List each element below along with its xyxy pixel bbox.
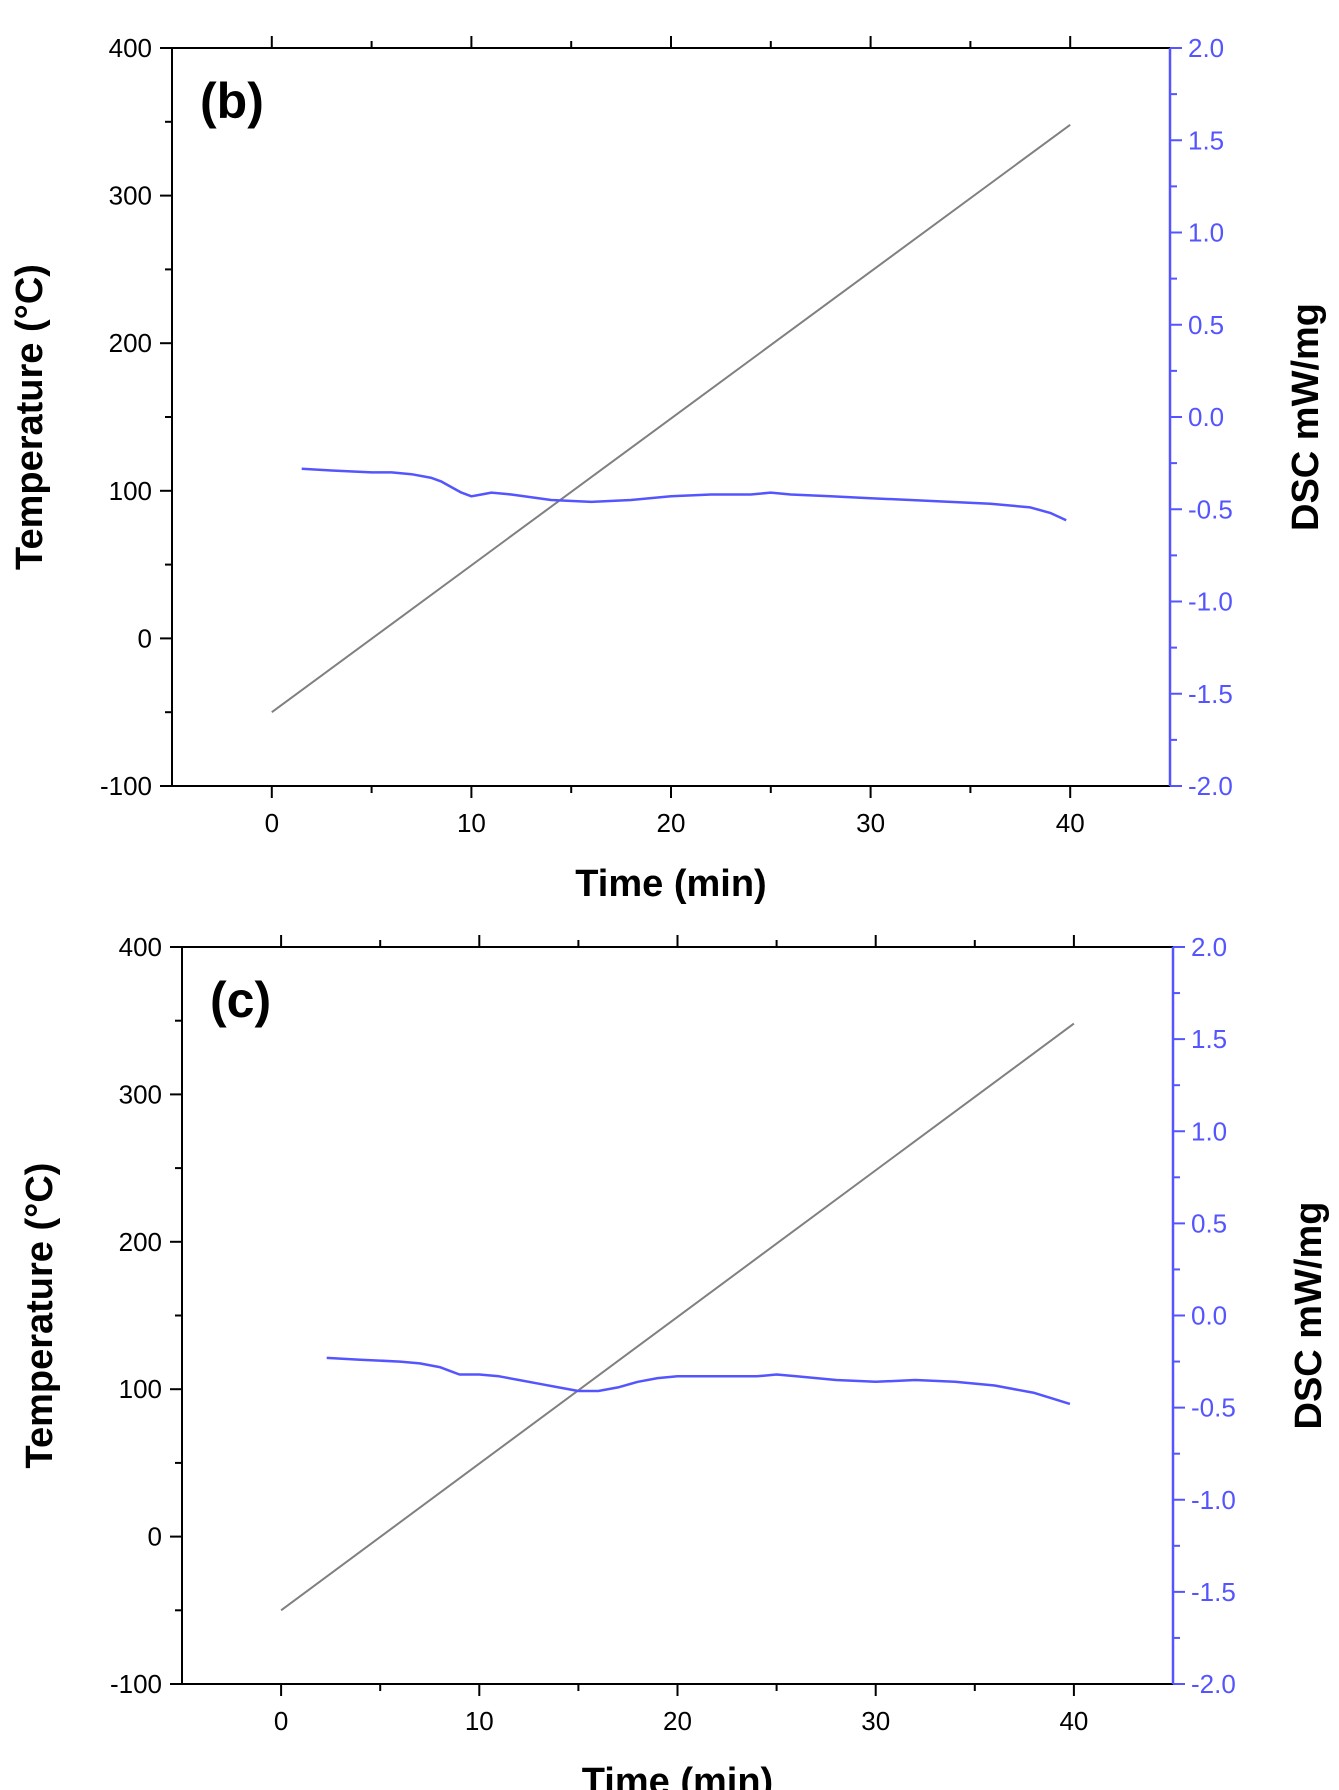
y-right-tick-label: 1.5 <box>1191 1024 1227 1054</box>
y-right-tick-label: 2.0 <box>1188 33 1224 63</box>
y-left-tick-label: 0 <box>138 623 152 653</box>
y-right-tick-label: -2.0 <box>1191 1669 1236 1699</box>
y-left-tick-label: 400 <box>119 932 162 962</box>
y-right-tick-label: -1.5 <box>1188 679 1233 709</box>
y-left-tick-label: 300 <box>119 1079 162 1109</box>
y-left-tick-label: 300 <box>109 181 152 211</box>
y-left-tick-label: -100 <box>110 1669 162 1699</box>
x-tick-label: 20 <box>663 1706 692 1736</box>
x-tick-label: 10 <box>465 1706 494 1736</box>
x-tick-label: 0 <box>265 808 279 838</box>
y-right-tick-label: -0.5 <box>1191 1393 1236 1423</box>
x-tick-label: 0 <box>274 1706 288 1736</box>
y-right-axis-title: DSC mW/mg <box>1285 303 1327 531</box>
y-right-tick-label: 0.0 <box>1191 1301 1227 1331</box>
x-tick-label: 40 <box>1056 808 1085 838</box>
panel-label: (b) <box>200 73 264 129</box>
y-right-tick-label: 1.0 <box>1188 218 1224 248</box>
x-tick-label: 10 <box>457 808 486 838</box>
temperature-series-line <box>280 1022 1075 1612</box>
y-left-axis-title: Temperature (°C) <box>9 264 51 570</box>
y-right-tick-label: 0.0 <box>1188 402 1224 432</box>
x-tick-label: 40 <box>1059 1706 1088 1736</box>
y-right-tick-label: 1.5 <box>1188 125 1224 155</box>
y-left-tick-label: 100 <box>109 476 152 506</box>
y-right-tick-label: -2.0 <box>1188 771 1233 801</box>
x-tick-label: 30 <box>861 1706 890 1736</box>
y-left-tick-label: 200 <box>119 1227 162 1257</box>
y-right-tick-label: -1.5 <box>1191 1577 1236 1607</box>
y-right-tick-label: 1.0 <box>1191 1116 1227 1146</box>
y-right-axis-title: DSC mW/mg <box>1288 1202 1330 1430</box>
y-right-tick-label: 0.5 <box>1188 310 1224 340</box>
x-axis-title: Time (min) <box>582 1761 773 1790</box>
dsc-series-line <box>326 1356 1071 1406</box>
chart-panel-1: 0 10 20 30 40 -100 0 100 200 300 400 -2.0 -1.5 -1.0 -0… <box>19 932 1330 1790</box>
dsc-series-line <box>301 467 1067 522</box>
y-right-tick-label: 2.0 <box>1191 932 1227 962</box>
panel-label: (c) <box>210 972 271 1028</box>
chart-panel-0: 0 10 20 30 40 -100 0 100 200 300 400 -2.0 -1.5 -1.0 -0… <box>9 33 1327 905</box>
x-tick-label: 20 <box>657 808 686 838</box>
y-left-tick-label: 400 <box>109 33 152 63</box>
y-left-axis-title: Temperature (°C) <box>19 1163 61 1469</box>
x-axis-title: Time (min) <box>575 863 766 905</box>
y-left-tick-label: 100 <box>119 1374 162 1404</box>
y-left-tick-label: 200 <box>109 328 152 358</box>
y-left-tick-label: -100 <box>100 771 152 801</box>
y-right-tick-label: -1.0 <box>1191 1485 1236 1515</box>
y-right-tick-label: 0.5 <box>1191 1208 1227 1238</box>
y-right-tick-label: -1.0 <box>1188 587 1233 617</box>
y-left-tick-label: 0 <box>148 1522 162 1552</box>
temperature-series-line <box>271 123 1071 714</box>
y-right-tick-label: -0.5 <box>1188 494 1233 524</box>
x-tick-label: 30 <box>856 808 885 838</box>
